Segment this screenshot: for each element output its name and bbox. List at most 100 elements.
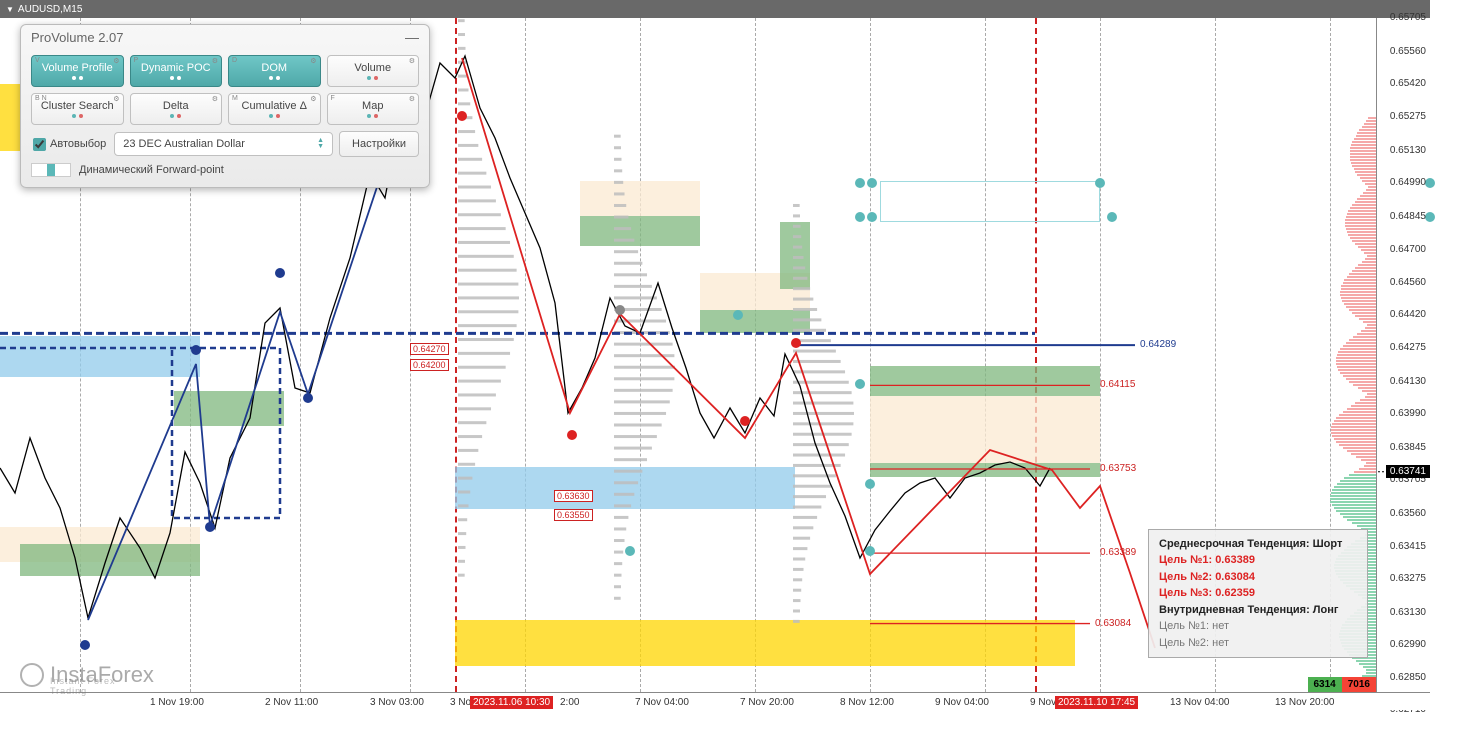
y-tick: 0.62990 [1390, 639, 1426, 650]
x-tick: 13 Nov 04:00 [1170, 697, 1230, 708]
y-tick: 0.64990 [1390, 177, 1426, 188]
chart-marker [865, 479, 875, 489]
intra-target-1: Цель №1: нет [1159, 618, 1357, 635]
mid-trend-label: Среднесрочная Тенденция: Шорт [1159, 536, 1357, 553]
panel-button-volume-profile[interactable]: V⚙Volume Profile [31, 55, 124, 87]
level-label: 0.63550 [554, 509, 593, 521]
symbol-label: AUDUSD,M15 [18, 4, 82, 15]
panel-button-delta[interactable]: ⚙Delta [130, 93, 223, 125]
line-value-label: 0.63084 [1095, 618, 1131, 629]
panel-button-cluster-search[interactable]: B N⚙Cluster Search [31, 93, 124, 125]
price-zone [870, 396, 1100, 463]
volume-totals: 6314 7016 [1308, 677, 1377, 692]
x-tick: 3 Nov 03:00 [370, 697, 424, 708]
dropdown-arrow-icon[interactable]: ▼ [6, 5, 14, 14]
x-highlight: 2023.11.10 17:45 [1055, 696, 1138, 709]
panel-title-text: ProVolume 2.07 [31, 30, 124, 45]
current-price-label: 0.63741 [1386, 465, 1430, 478]
auto-select-input[interactable] [33, 138, 46, 151]
price-zone [880, 181, 1100, 223]
target-3: Цель №3: 0.62359 [1159, 585, 1357, 602]
panel-button-map[interactable]: F⚙Map [327, 93, 420, 125]
y-tick: 0.64130 [1390, 376, 1426, 387]
price-zone [580, 216, 700, 246]
chart-marker [867, 178, 877, 188]
price-zone [580, 181, 700, 216]
y-tick: 0.65130 [1390, 145, 1426, 156]
buy-volume: 6314 [1308, 677, 1342, 692]
x-tick: 2:00 [560, 697, 579, 708]
spinner-icon[interactable]: ▲▼ [317, 138, 324, 150]
broker-logo: InstaForex Instant Forex Trading [20, 662, 154, 688]
chart-marker [625, 546, 635, 556]
x-tick: 13 Nov 20:00 [1275, 697, 1335, 708]
x-tick: 7 Nov 20:00 [740, 697, 794, 708]
session-line [1035, 18, 1037, 692]
line-value-label: 0.64289 [1140, 339, 1176, 350]
grid-vline [755, 18, 756, 692]
y-tick: 0.65705 [1390, 12, 1426, 23]
x-tick: 9 Nov 04:00 [935, 697, 989, 708]
price-zone [870, 366, 1100, 396]
y-tick: 0.63130 [1390, 607, 1426, 618]
y-tick: 0.65560 [1390, 46, 1426, 57]
level-label: 0.64270 [410, 343, 449, 355]
chart-marker [855, 379, 865, 389]
price-zone [0, 336, 200, 378]
price-zone [780, 222, 810, 289]
trend-info-box: Среднесрочная Тенденция: Шорт Цель №1: 0… [1148, 529, 1368, 659]
line-value-label: 0.63753 [1100, 463, 1136, 474]
y-tick: 0.64275 [1390, 342, 1426, 353]
auto-select-checkbox[interactable]: Автовыбор [31, 134, 108, 155]
x-tick: 2 Nov 11:00 [265, 697, 318, 708]
line-value-label: 0.64115 [1100, 379, 1135, 390]
grid-vline [1100, 18, 1101, 692]
settings-button[interactable]: Настройки [339, 131, 419, 157]
price-zone [20, 544, 200, 576]
target-2: Цель №2: 0.63084 [1159, 569, 1357, 586]
price-zone [455, 467, 795, 509]
y-tick: 0.63560 [1390, 508, 1426, 519]
forward-point-swatch [31, 163, 71, 177]
y-tick: 0.63990 [1390, 408, 1426, 419]
x-tick: 8 Nov 12:00 [840, 697, 894, 708]
x-tick: 1 Nov 19:00 [150, 697, 204, 708]
panel-button-dynamic-poc[interactable]: P⚙Dynamic POC [130, 55, 223, 87]
panel-button-dom[interactable]: D⚙DOM [228, 55, 321, 87]
grid-vline [640, 18, 641, 692]
chart-marker [865, 546, 875, 556]
y-tick: 0.65275 [1390, 111, 1426, 122]
chart-marker [191, 345, 201, 355]
auto-select-label: Автовыбор [50, 138, 106, 150]
y-tick: 0.63275 [1390, 573, 1426, 584]
provolume-panel[interactable]: ProVolume 2.07 — V⚙Volume ProfileP⚙Dynam… [20, 24, 430, 188]
y-tick: 0.63415 [1390, 541, 1426, 552]
price-zone [700, 310, 810, 333]
price-zone [174, 391, 284, 426]
chart-marker [855, 178, 865, 188]
target-1: Цель №1: 0.63389 [1159, 552, 1357, 569]
intra-trend-label: Внутридневная Тенденция: Лонг [1159, 602, 1357, 619]
chart-marker [740, 416, 750, 426]
chart-marker [567, 430, 577, 440]
chart-marker [615, 305, 625, 315]
sell-volume: 7016 [1342, 677, 1376, 692]
x-highlight: 2023.11.06 10:30 [470, 696, 553, 709]
minimize-icon[interactable]: — [405, 29, 419, 45]
chart-marker [1107, 212, 1117, 222]
grid-vline [525, 18, 526, 692]
level-label: 0.63630 [554, 490, 593, 502]
instrument-bar: ▼ AUDUSD,M15 [0, 0, 1430, 18]
chart-marker [275, 268, 285, 278]
chart-marker [791, 338, 801, 348]
price-zone [870, 463, 1100, 477]
panel-button-cumulative-[interactable]: M⚙Cumulative Δ [228, 93, 321, 125]
instrument-select[interactable]: 23 DEC Australian Dollar ▲▼ [114, 132, 333, 156]
chart-marker [80, 640, 90, 650]
chart-marker [205, 522, 215, 532]
session-line [455, 18, 457, 692]
y-tick: 0.62850 [1390, 672, 1426, 683]
panel-titlebar[interactable]: ProVolume 2.07 — [21, 25, 429, 49]
panel-button-volume[interactable]: ⚙Volume [327, 55, 420, 87]
y-tick: 0.63845 [1390, 442, 1426, 453]
